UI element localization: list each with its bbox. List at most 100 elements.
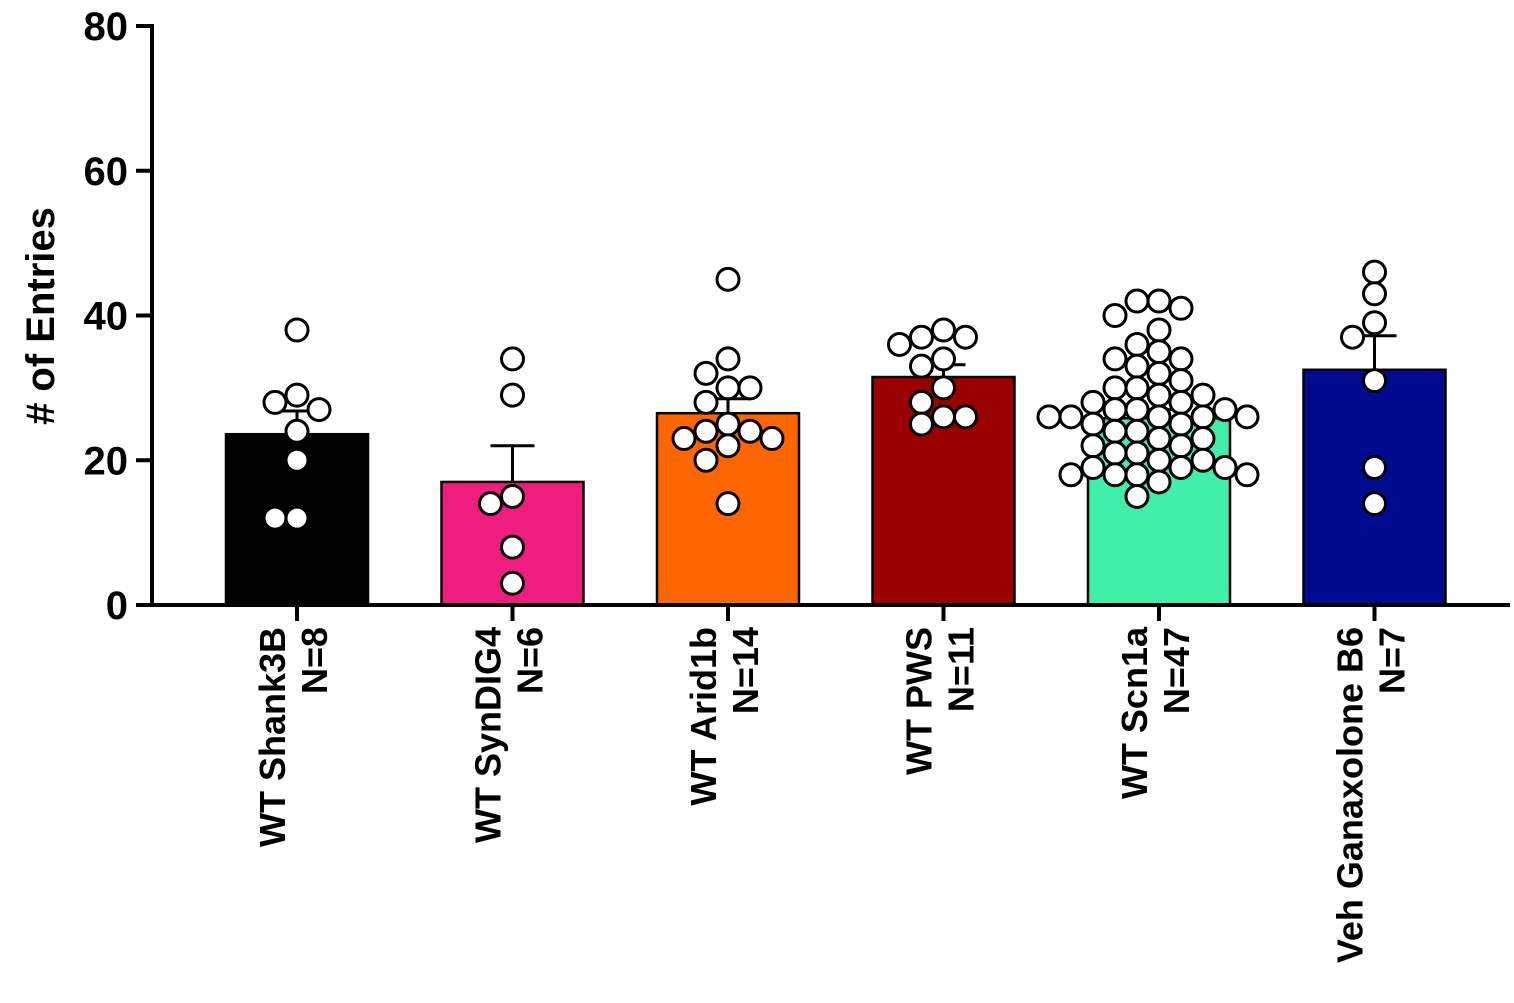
data-point <box>737 418 763 444</box>
data-point <box>909 324 934 350</box>
data-point <box>887 331 912 357</box>
data-point <box>1124 418 1150 444</box>
data-point <box>1362 259 1387 285</box>
data-point <box>909 353 934 379</box>
x-tick-n-label: N=14 <box>725 627 766 714</box>
data-point <box>1362 491 1387 517</box>
data-point <box>909 411 934 437</box>
data-point <box>284 317 310 343</box>
data-point <box>693 447 719 473</box>
data-point <box>715 266 741 292</box>
data-point <box>1102 462 1128 488</box>
data-point <box>693 360 719 386</box>
data-point <box>1168 433 1194 459</box>
data-point <box>1146 360 1172 386</box>
data-point <box>1080 389 1106 415</box>
data-point <box>306 397 332 423</box>
data-point <box>284 447 310 473</box>
data-point <box>262 389 288 415</box>
plot-area: 0 20 40 60 80 WT Shank3B N=8 WT SynDIG4 N=6 WT Ar… <box>84 5 1510 963</box>
data-point <box>1080 433 1106 459</box>
data-point <box>500 534 525 560</box>
x-tick-n-label: N=6 <box>510 627 551 694</box>
data-point <box>1124 483 1150 509</box>
data-point <box>1212 397 1238 423</box>
data-point <box>1146 426 1172 452</box>
data-point <box>715 346 741 372</box>
data-point <box>1102 418 1128 444</box>
data-point <box>1362 281 1387 307</box>
data-point <box>1168 454 1194 480</box>
data-point <box>1190 426 1216 452</box>
data-point <box>1124 397 1150 423</box>
x-tick-label: WT Shank3B <box>252 627 293 847</box>
data-point <box>1058 404 1084 430</box>
data-point <box>693 418 719 444</box>
data-point <box>1124 375 1150 401</box>
y-tick-label: 40 <box>84 295 129 339</box>
data-point <box>1124 462 1150 488</box>
x-tick-n-label: N=47 <box>1156 627 1197 714</box>
data-point <box>1146 404 1172 430</box>
data-point <box>1234 404 1260 430</box>
data-point <box>1102 303 1128 328</box>
data-point <box>1146 317 1172 343</box>
data-point <box>1036 404 1062 430</box>
data-point <box>1168 295 1194 321</box>
x-tick-label: WT Scn1a <box>1114 626 1155 799</box>
data-point <box>931 317 956 343</box>
data-point <box>1190 404 1216 430</box>
data-point <box>1362 310 1387 336</box>
data-point <box>1168 346 1194 372</box>
data-point <box>1168 389 1194 415</box>
data-point <box>262 505 288 531</box>
data-point <box>1102 440 1128 466</box>
data-point <box>1102 375 1128 401</box>
data-point <box>1146 288 1172 314</box>
data-point <box>1212 454 1238 480</box>
data-point <box>931 346 956 372</box>
data-point <box>478 491 503 517</box>
data-point <box>953 324 978 350</box>
data-point <box>1124 353 1150 379</box>
data-point <box>1124 440 1150 466</box>
data-point <box>715 433 741 459</box>
data-point <box>1362 368 1387 394</box>
data-point <box>1146 382 1172 408</box>
y-tick-label: 20 <box>84 439 129 483</box>
data-point <box>1362 454 1387 480</box>
data-point <box>671 426 697 452</box>
y-tick-label: 60 <box>84 150 129 194</box>
data-point <box>500 570 525 596</box>
x-tick-label: Veh Ganaxolone B6 <box>1330 627 1371 963</box>
data-point <box>500 382 525 408</box>
data-point <box>1080 454 1106 480</box>
data-point <box>715 411 741 437</box>
data-point <box>1168 411 1194 437</box>
data-point <box>693 389 719 415</box>
y-tick-label: 80 <box>84 5 129 49</box>
data-point <box>500 483 525 509</box>
x-tick-n-label: N=8 <box>294 627 335 694</box>
data-point <box>1102 346 1128 372</box>
data-point <box>1124 331 1150 357</box>
data-point <box>715 375 741 401</box>
data-point <box>931 375 956 401</box>
data-point <box>953 404 978 430</box>
data-point <box>284 505 310 531</box>
data-point <box>1340 324 1365 350</box>
data-point <box>759 426 785 452</box>
x-tick-label: WT Arid1b <box>683 627 724 806</box>
data-point <box>931 404 956 430</box>
data-point <box>284 382 310 408</box>
y-axis-label: # of Entries <box>19 207 63 425</box>
data-point <box>500 346 525 372</box>
x-tick-n-label: N=11 <box>941 627 982 712</box>
data-point <box>1124 288 1150 314</box>
data-point <box>1190 447 1216 473</box>
data-point <box>1146 469 1172 495</box>
bar <box>1302 368 1447 607</box>
y-tick-label: 0 <box>106 584 128 628</box>
data-point <box>1190 382 1216 408</box>
